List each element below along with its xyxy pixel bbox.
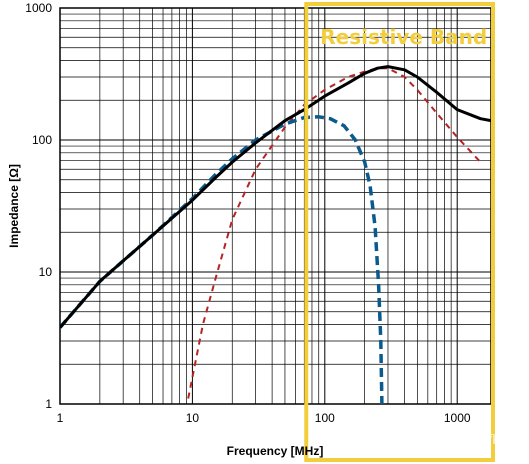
grid (60, 8, 491, 404)
x-tick-label: 100 (315, 411, 335, 425)
x-tick-label: 10 (186, 411, 200, 425)
y-tick-label: 10 (39, 265, 53, 279)
plot-area (60, 8, 491, 404)
y-tick-label: 1 (45, 397, 52, 411)
y-tick-label: 1000 (25, 1, 52, 15)
watermark: CSDN @little_ofkachorse (390, 433, 529, 448)
y-axis-title: Impedance [Ω] (7, 164, 21, 248)
series-group (60, 65, 491, 404)
y-tick-label: 100 (32, 133, 52, 147)
resistive-band-label: Resistive Band (320, 25, 487, 49)
tick-labels: 1 10 100 1000 1 10 100 1000 (25, 1, 471, 425)
x-axis-title: Frequency [MHz] (227, 444, 324, 458)
x-tick-label: 1 (57, 411, 64, 425)
series-line-1 (60, 65, 491, 329)
x-tick-label: 1000 (444, 411, 471, 425)
resistive-band-box (304, 2, 495, 462)
